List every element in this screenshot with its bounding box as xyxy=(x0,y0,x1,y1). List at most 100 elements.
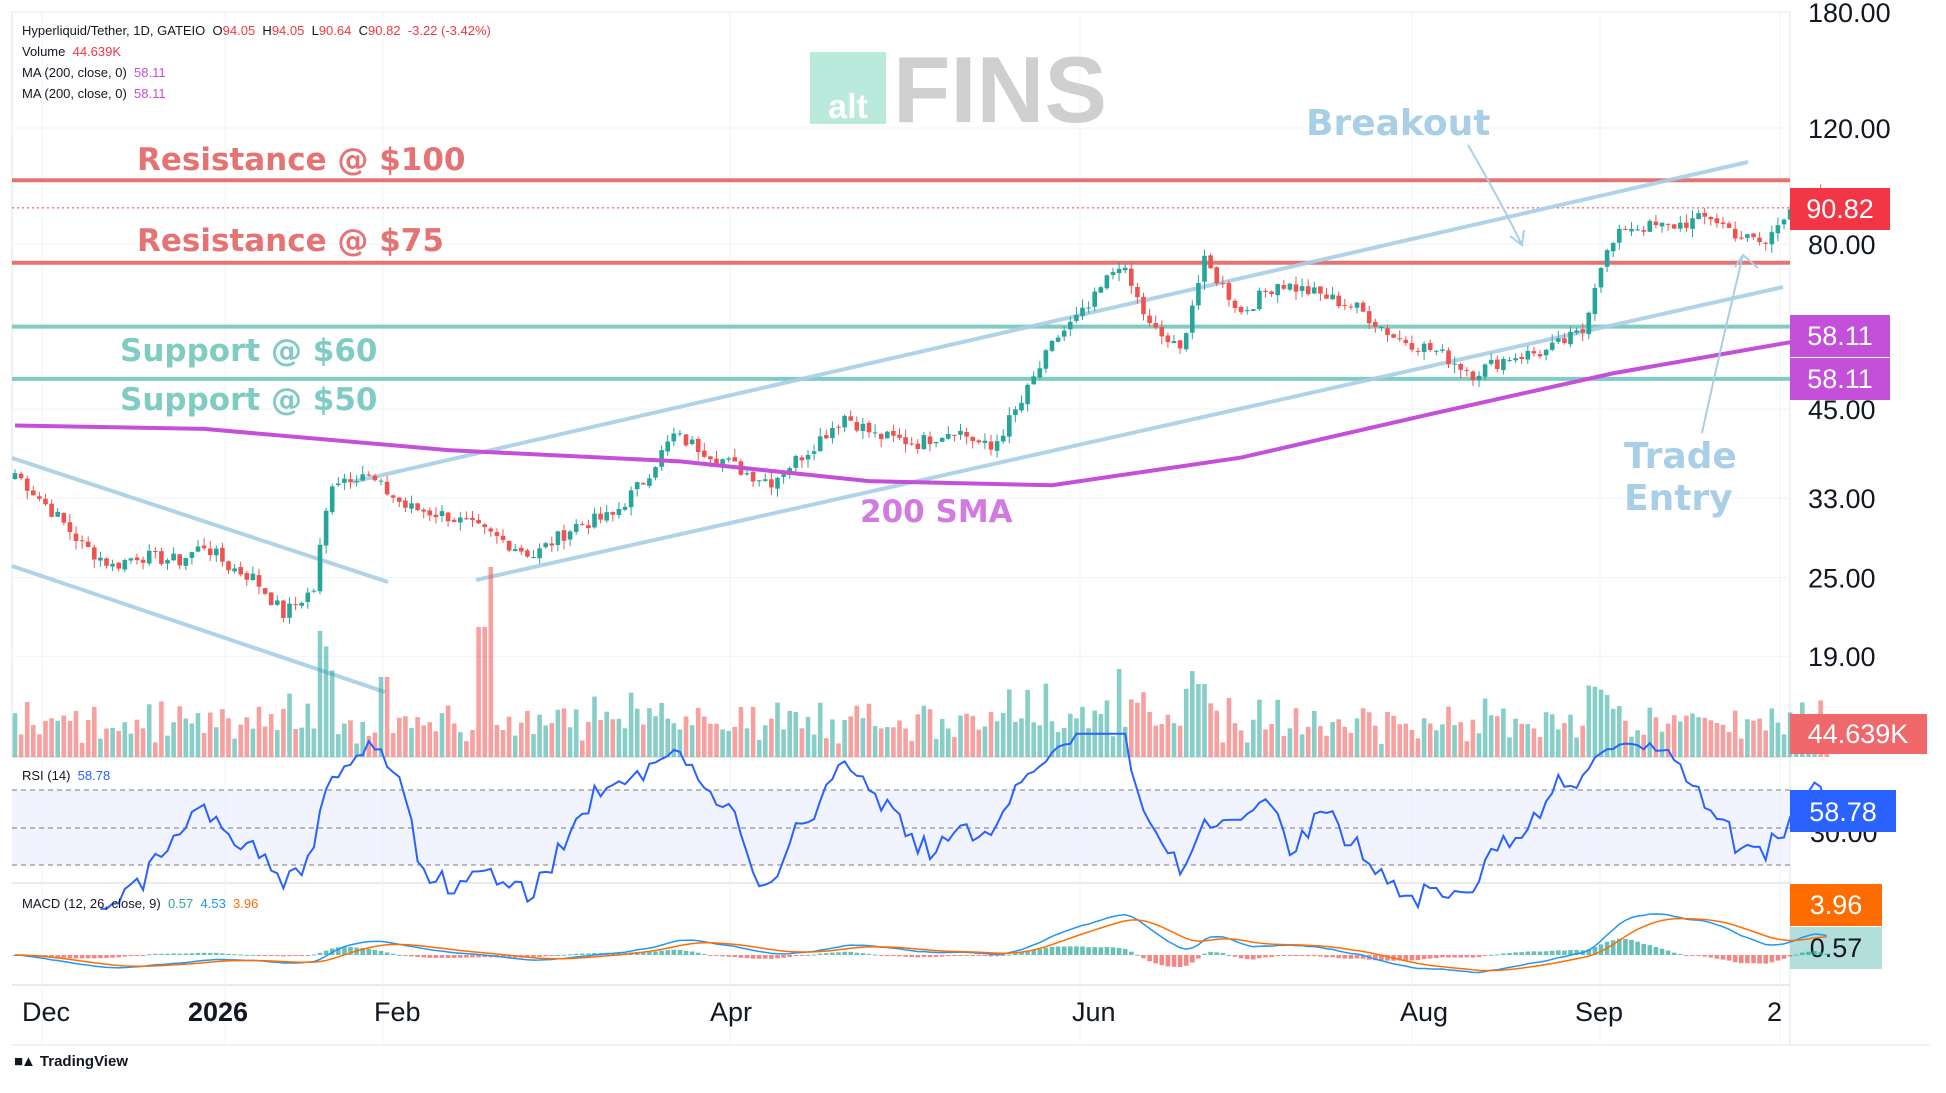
candle-body xyxy=(915,443,921,449)
candle-body xyxy=(1745,234,1750,238)
macd-hist-bar xyxy=(1135,954,1140,956)
macd-hist-bar xyxy=(799,955,805,956)
macd-hist-bar xyxy=(1440,955,1445,958)
support-60-label: Support @ $60 xyxy=(120,333,377,369)
volume-bar xyxy=(1336,719,1341,757)
candle-body xyxy=(1238,306,1244,313)
macd-hist-bar xyxy=(287,955,292,957)
candle-body xyxy=(55,511,60,517)
macd-hist-bar xyxy=(683,950,689,955)
volume-bars xyxy=(12,567,1829,757)
volume-bar xyxy=(720,729,725,757)
ohlc-c-label: C xyxy=(358,23,368,38)
candle-body xyxy=(238,567,243,575)
legend-volume-row[interactable]: Volume 44.639K xyxy=(22,41,491,62)
volume-bar xyxy=(1562,723,1567,757)
volume-label: Volume xyxy=(22,44,66,59)
macd-hist-bar xyxy=(464,955,469,958)
candle-body xyxy=(1726,223,1732,228)
macd-hist-bar xyxy=(555,954,561,956)
macd-hist-bar xyxy=(1299,955,1305,956)
candle-body xyxy=(567,531,573,540)
macd-hist-bar xyxy=(275,955,280,957)
macd-hist-bar xyxy=(409,955,414,957)
candle-body xyxy=(878,433,884,440)
candle-body xyxy=(262,588,268,594)
macd-legend[interactable]: MACD (12, 26, close, 9) 0.57 4.53 3.96 xyxy=(22,896,258,911)
macd-hist-bar xyxy=(165,953,170,955)
volume-bar xyxy=(177,706,182,757)
candle-body xyxy=(1190,305,1195,333)
volume-bar xyxy=(1031,722,1036,757)
volume-bar xyxy=(1129,699,1134,757)
watermark-badge xyxy=(810,52,886,124)
breakout-arrow xyxy=(1467,144,1525,247)
candle-body xyxy=(1519,356,1524,359)
volume-bar xyxy=(1403,723,1409,757)
macd-hist-bar xyxy=(1714,955,1720,959)
price-badge: 90.82 xyxy=(1806,194,1874,224)
volume-bar xyxy=(683,716,689,757)
volume-bar xyxy=(1000,712,1006,757)
macd-hist-bar xyxy=(1074,946,1079,955)
rsi-value: 58.78 xyxy=(77,768,111,783)
macd-hist-bar xyxy=(1183,955,1189,966)
volume-bar xyxy=(512,735,518,757)
volume-bar xyxy=(897,720,902,757)
macd-hist-bar xyxy=(476,955,481,958)
macd-hist-bar xyxy=(1360,955,1366,959)
candle-body xyxy=(1360,302,1366,312)
symbol-name[interactable]: Hyperliquid/Tether, 1D, GATEIO xyxy=(22,23,206,38)
macd-hist-bar xyxy=(323,950,329,955)
macd-hist-bar xyxy=(1013,953,1018,955)
resistance-100-label: Resistance @ $100 xyxy=(137,142,466,178)
candle-body xyxy=(1183,333,1189,350)
candle-body xyxy=(500,535,506,540)
candle-body xyxy=(573,524,579,532)
macd-hist-bar xyxy=(1531,951,1537,955)
candle-body xyxy=(177,554,182,566)
volume-bar xyxy=(781,729,786,757)
volume-bar xyxy=(153,742,158,757)
macd-hist-bar xyxy=(98,955,103,959)
macd-hist-bar xyxy=(933,955,939,957)
candle-body xyxy=(1202,255,1207,282)
ohlc-change: -3.22 (-3.42%) xyxy=(407,23,491,38)
macd-hist-bar xyxy=(360,948,365,955)
candle-body xyxy=(1482,364,1488,377)
candle-body xyxy=(1531,351,1537,354)
macd-hist-bar xyxy=(421,955,426,958)
volume-bar xyxy=(659,702,664,757)
candle-body xyxy=(817,436,823,452)
candle-body xyxy=(1110,272,1116,275)
candle-body xyxy=(744,473,750,475)
macd-hist-bar xyxy=(1537,951,1543,955)
macd-hist-bar xyxy=(1318,955,1323,957)
volume-bar xyxy=(1135,702,1140,757)
candle-body xyxy=(24,478,30,491)
macd-hist-bar xyxy=(921,955,927,957)
macd-signal-value: 3.96 xyxy=(233,896,259,911)
volume-bar xyxy=(787,710,792,757)
candle-body xyxy=(1427,343,1433,350)
macd-hist-bar xyxy=(1116,947,1122,955)
candle-body xyxy=(1647,220,1653,232)
volume-bar xyxy=(799,728,805,757)
volume-bar xyxy=(1665,723,1671,757)
volume-bar xyxy=(1519,723,1524,757)
candle-body xyxy=(1141,296,1146,315)
candle-body xyxy=(73,533,79,541)
macd-hist-bar xyxy=(982,955,988,957)
macd-signal-badge-bg xyxy=(1790,884,1882,926)
volume-bar xyxy=(1110,736,1116,757)
candle-body xyxy=(1452,363,1457,365)
macd-hist-bar xyxy=(1482,955,1488,956)
legend-ma1-row[interactable]: MA (200, close, 0) 58.11 xyxy=(22,62,491,83)
rsi-legend[interactable]: RSI (14) 58.78 xyxy=(22,768,110,783)
tradingview-logo[interactable]: ■▲ TradingView xyxy=(14,1053,128,1070)
macd-hist-bar xyxy=(1000,955,1006,956)
volume-bar xyxy=(805,716,811,757)
ohlc-low: 90.64 xyxy=(318,23,352,38)
legend-ma2-row[interactable]: MA (200, close, 0) 58.11 xyxy=(22,83,491,104)
